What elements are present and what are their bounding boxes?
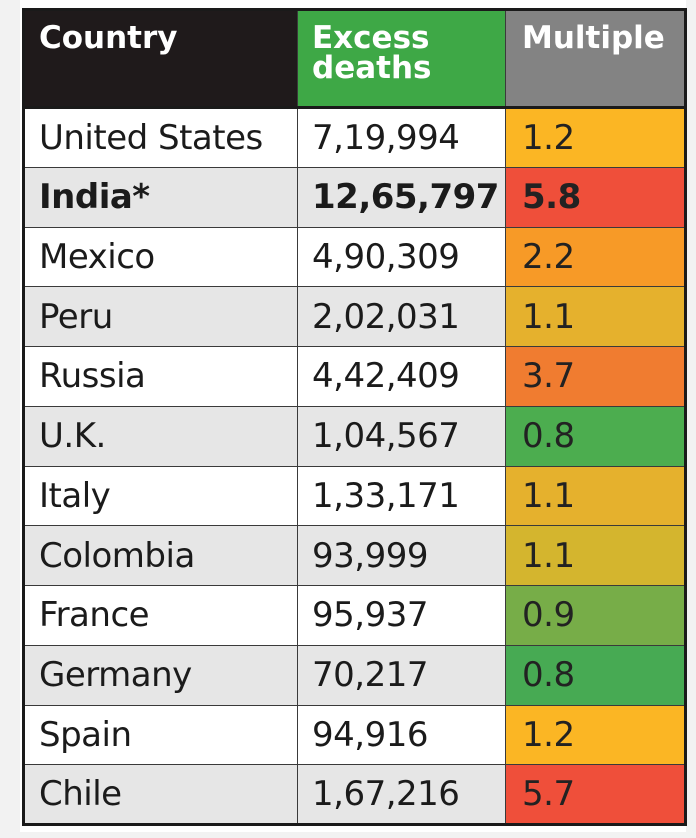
country-cell: France [23,585,298,646]
multiple-cell: 0.8 [505,405,686,467]
table-row: Germany 70,217 0.8 [23,644,686,706]
multiple-cell: 1.2 [505,704,686,766]
multiple-cell: 0.9 [505,585,686,646]
multiple-cell: 3.7 [505,346,686,407]
table-row: Russia 4,42,409 3.7 [23,346,686,407]
excess-deaths-cell: 93,999 [297,525,506,586]
page: Country Excess deaths Multiple United St… [20,0,687,832]
multiple-cell: 1.1 [505,286,686,347]
country-cell: United States [23,107,298,168]
table-row: France 95,937 0.9 [23,585,686,646]
excess-deaths-cell: 1,67,216 [297,764,506,825]
multiple-cell: 0.8 [505,644,686,706]
table-row: U.K. 1,04,567 0.8 [23,405,686,467]
excess-deaths-cell: 4,42,409 [297,346,506,407]
excess-deaths-cell: 70,217 [297,644,506,706]
multiple-cell: 5.7 [505,764,686,825]
country-cell: Chile [23,764,298,825]
table-row: India* 12,65,797 5.8 [23,166,686,228]
multiple-cell: 5.8 [505,166,686,228]
header-row: Country Excess deaths Multiple [23,9,686,109]
country-cell: Italy [23,465,298,527]
multiple-cell: 1.1 [505,465,686,527]
excess-deaths-cell: 4,90,309 [297,226,506,288]
country-column-header: Country [23,9,298,109]
country-cell: Germany [23,644,298,706]
table-row: United States 7,19,994 1.2 [23,107,686,168]
table-row: Colombia 93,999 1.1 [23,525,686,586]
table-row: Chile 1,67,216 5.7 [23,764,686,825]
excess-deaths-column-header: Excess deaths [297,9,506,109]
country-cell: Peru [23,286,298,347]
country-cell: Spain [23,704,298,766]
country-cell: Colombia [23,525,298,586]
table-row: Spain 94,916 1.2 [23,704,686,766]
table-row: Peru 2,02,031 1.1 [23,286,686,347]
multiple-cell: 1.1 [505,525,686,586]
country-cell: India* [23,166,298,228]
table-body: United States 7,19,994 1.2 India* 12,65,797 5… [23,107,686,825]
country-cell: Russia [23,346,298,407]
excess-deaths-header-label: Excess deaths [312,20,432,86]
multiple-cell: 1.2 [505,107,686,168]
country-cell: U.K. [23,405,298,467]
multiple-cell: 2.2 [505,226,686,288]
excess-deaths-cell: 2,02,031 [297,286,506,347]
table-header: Country Excess deaths Multiple [23,9,686,109]
multiple-column-header: Multiple [505,9,686,109]
excess-deaths-cell: 1,33,171 [297,465,506,527]
excess-deaths-cell: 12,65,797 [297,166,506,228]
excess-deaths-cell: 1,04,567 [297,405,506,467]
table-row: Mexico 4,90,309 2.2 [23,226,686,288]
excess-deaths-table: Country Excess deaths Multiple United St… [22,8,687,826]
excess-deaths-cell: 95,937 [297,585,506,646]
excess-deaths-cell: 94,916 [297,704,506,766]
excess-deaths-cell: 7,19,994 [297,107,506,168]
table-row: Italy 1,33,171 1.1 [23,465,686,527]
country-cell: Mexico [23,226,298,288]
